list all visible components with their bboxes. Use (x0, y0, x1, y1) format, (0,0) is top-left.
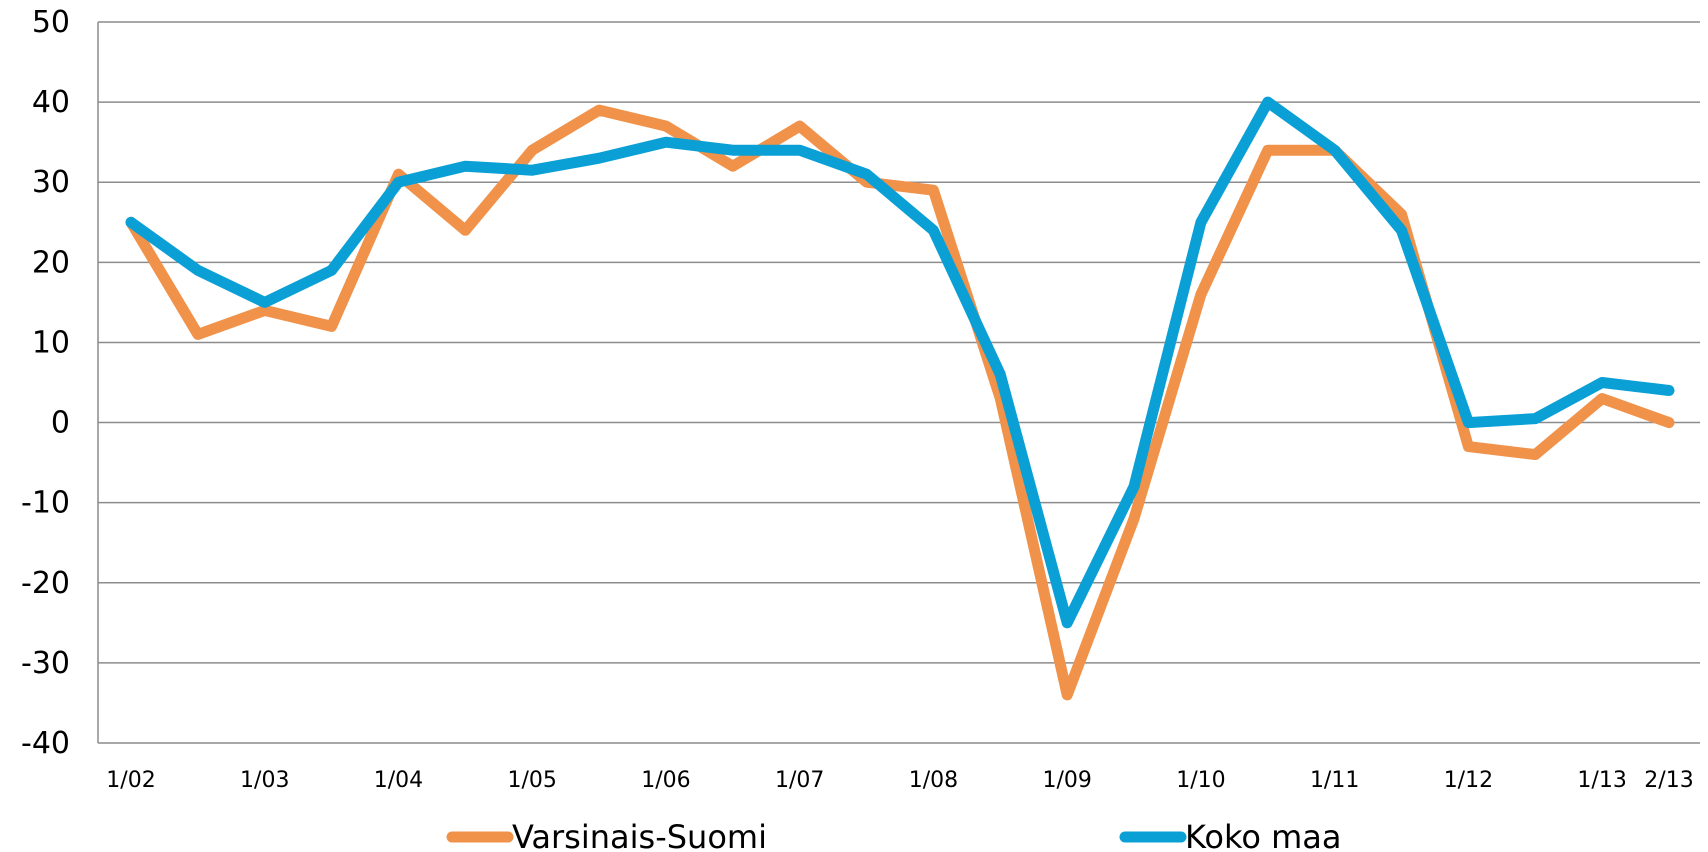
y-tick-label: 20 (32, 245, 70, 280)
y-tick-label: 50 (32, 5, 70, 40)
x-tick-label: 1/08 (909, 768, 958, 793)
x-tick-label: 1/06 (641, 768, 690, 793)
x-tick-label: 1/11 (1310, 768, 1359, 793)
y-tick-label: -30 (21, 646, 70, 681)
x-tick-label: 1/03 (240, 768, 289, 793)
x-axis-tick-labels: 1/02 1/03 1/04 1/05 1/06 1/07 1/08 1/09 1/10 1/11… (106, 768, 1693, 793)
y-tick-label: 40 (32, 85, 70, 120)
legend: Varsinais-Suomi Koko maa (446, 818, 1342, 852)
y-tick-label: -10 (21, 486, 70, 521)
legend-label: Koko maa (1185, 818, 1342, 852)
y-tick-label: 10 (32, 325, 70, 360)
x-tick-label: 1/12 (1444, 768, 1493, 793)
legend-label: Varsinais-Suomi (512, 818, 767, 852)
y-tick-label: -40 (21, 726, 70, 761)
x-tick-label: 1/02 (106, 768, 155, 793)
x-tick-label: 2/13 (1644, 768, 1693, 793)
y-axis-tick-labels: 50 40 30 20 10 0 -10 -20 -30 -40 (21, 5, 70, 761)
x-tick-label: 1/09 (1042, 768, 1091, 793)
y-tick-label: 0 (51, 406, 70, 441)
y-tick-label: -20 (21, 566, 70, 601)
x-tick-label: 1/04 (374, 768, 423, 793)
x-tick-label: 1/13 (1577, 768, 1626, 793)
series-lines (125, 96, 1675, 701)
x-tick-label: 1/07 (775, 768, 824, 793)
y-tick-label: 30 (32, 165, 70, 200)
x-tick-label: 1/05 (508, 768, 557, 793)
x-tick-label: 1/10 (1176, 768, 1225, 793)
series-line-koko-maa (125, 96, 1675, 629)
